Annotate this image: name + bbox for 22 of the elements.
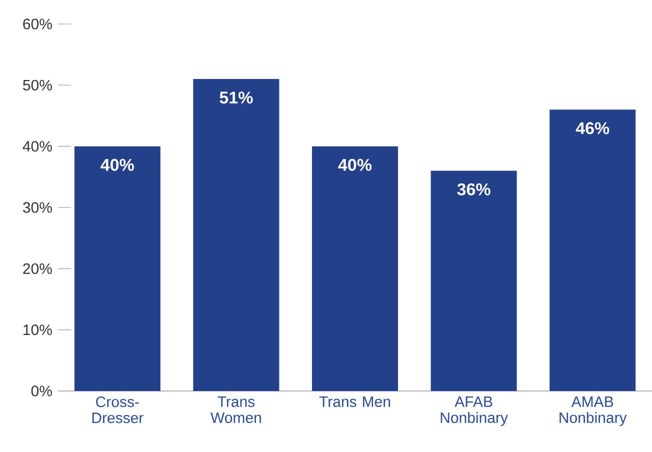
bar: [430, 170, 517, 391]
data-label: 40%: [100, 158, 134, 171]
x-tick-label: Trans Men: [319, 396, 390, 407]
y-tick-label: 50%: [23, 80, 52, 90]
y-tick-label: 10%: [24, 324, 52, 336]
data-label: 51%: [220, 92, 253, 104]
y-tick-label: 40%: [22, 141, 52, 152]
x-tick-label: AMAB Nonbinary: [560, 396, 627, 426]
y-tick-label: 0%: [31, 386, 52, 396]
y-tick-label: 60%: [23, 18, 52, 30]
y-tick-label: 20%: [23, 263, 52, 274]
y-tick-label: 30%: [23, 202, 52, 213]
bar: [550, 110, 636, 391]
x-tick-label: Trans Women: [210, 396, 261, 423]
x-tick-label: Cross-Dresser: [92, 396, 144, 424]
bar: [193, 79, 280, 391]
bar: [74, 146, 160, 391]
bar: [312, 146, 398, 391]
x-tick-label: AFAB Nonbinary: [440, 396, 508, 426]
data-label: 46%: [576, 122, 610, 134]
data-label: 36%: [457, 183, 490, 196]
data-label: 40%: [338, 158, 372, 171]
